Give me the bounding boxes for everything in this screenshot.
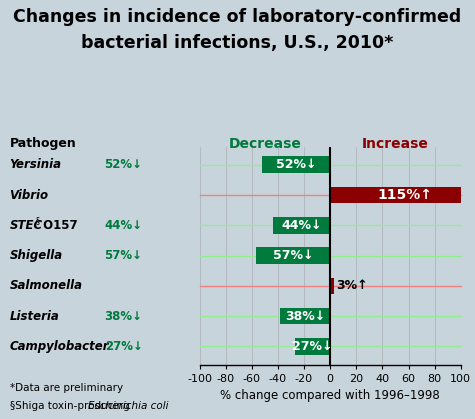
Text: Vibrio: Vibrio [10,189,48,202]
Text: *Data are preliminary: *Data are preliminary [10,383,123,393]
Bar [256,247,330,264]
Text: 44%↓: 44%↓ [104,219,142,232]
Text: 52%↓: 52%↓ [104,158,142,171]
Text: 3%↑: 3%↑ [337,279,368,292]
Text: 38%↓: 38%↓ [104,310,142,323]
Text: STEC: STEC [10,219,43,232]
Text: 27%↓: 27%↓ [292,340,333,353]
Text: 57%↓: 57%↓ [104,249,142,262]
Text: Shigella: Shigella [10,249,63,262]
Text: 52%↓: 52%↓ [276,158,316,171]
Text: Increase: Increase [362,137,429,150]
Text: 115%↑: 115%↑ [378,188,433,202]
Text: Listeria: Listeria [10,310,59,323]
Bar [330,187,475,203]
Bar [262,156,330,173]
Text: Changes in incidence of laboratory-confirmed: Changes in incidence of laboratory-confi… [13,8,462,26]
Text: §: § [36,216,40,225]
Bar [273,217,330,234]
Text: O157: O157 [39,219,77,232]
Text: Escherichia coli: Escherichia coli [88,401,168,411]
Bar [280,308,330,324]
X-axis label: % change compared with 1996–1998: % change compared with 1996–1998 [220,389,440,402]
Text: bacterial infections, U.S., 2010*: bacterial infections, U.S., 2010* [81,34,394,52]
Text: Yersinia: Yersinia [10,158,61,171]
Text: 44%↓: 44%↓ [281,219,322,232]
Text: Campylobacter: Campylobacter [10,340,109,353]
Text: 57%↓: 57%↓ [273,249,313,262]
Bar [330,277,334,294]
Bar [295,338,330,355]
Text: Salmonella: Salmonella [10,279,83,292]
Text: Decrease: Decrease [228,137,301,150]
Text: 27%↓: 27%↓ [104,340,142,353]
Text: Pathogen: Pathogen [10,137,76,150]
Text: 38%↓: 38%↓ [285,310,325,323]
Text: §Shiga toxin-producing: §Shiga toxin-producing [10,401,133,411]
